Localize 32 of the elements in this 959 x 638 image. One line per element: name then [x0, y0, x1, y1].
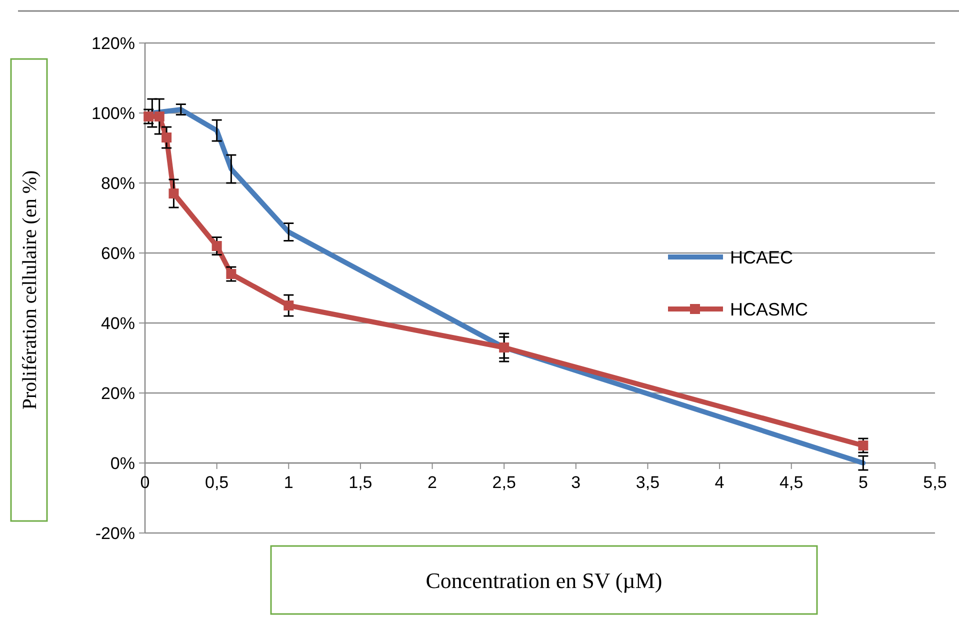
point [284, 300, 294, 310]
x-tick-label: 2,5 [492, 473, 516, 492]
x-tick-label: 5,5 [923, 473, 947, 492]
x-tick-label: 0 [140, 473, 150, 492]
x-tick-label: 1,5 [348, 473, 372, 492]
y-tick-label: 80% [100, 174, 135, 193]
x-tick-label: 3,5 [636, 473, 660, 492]
legend-label: HCAEC [730, 247, 794, 268]
point [212, 241, 222, 251]
x-axis-title: Concentration en SV (µM) [426, 568, 662, 593]
y-tick-label: 120% [92, 34, 135, 53]
x-tick-label: 3 [571, 473, 581, 492]
point [154, 112, 164, 122]
legend-label: HCASMC [730, 299, 808, 320]
x-tick-label: 1 [284, 473, 294, 492]
x-tick-label: 2 [428, 473, 438, 492]
x-tick-label: 5 [858, 473, 868, 492]
y-tick-label: 0% [110, 454, 135, 473]
x-tick-label: 4 [714, 473, 724, 492]
x-tick-label: 4,5 [780, 473, 804, 492]
y-tick-label: 20% [100, 384, 135, 403]
x-tick-label: 0,5 [205, 473, 229, 492]
point [226, 269, 236, 279]
y-axis-title: Prolifération cellulaire (en %) [19, 170, 41, 410]
y-tick-label: 60% [100, 244, 135, 263]
point [162, 132, 172, 142]
point [499, 342, 510, 352]
point [168, 188, 179, 198]
y-tick-label: -20% [95, 524, 135, 543]
point [144, 112, 154, 122]
y-tick-label: 40% [100, 314, 135, 333]
y-tick-label: 100% [92, 104, 135, 123]
